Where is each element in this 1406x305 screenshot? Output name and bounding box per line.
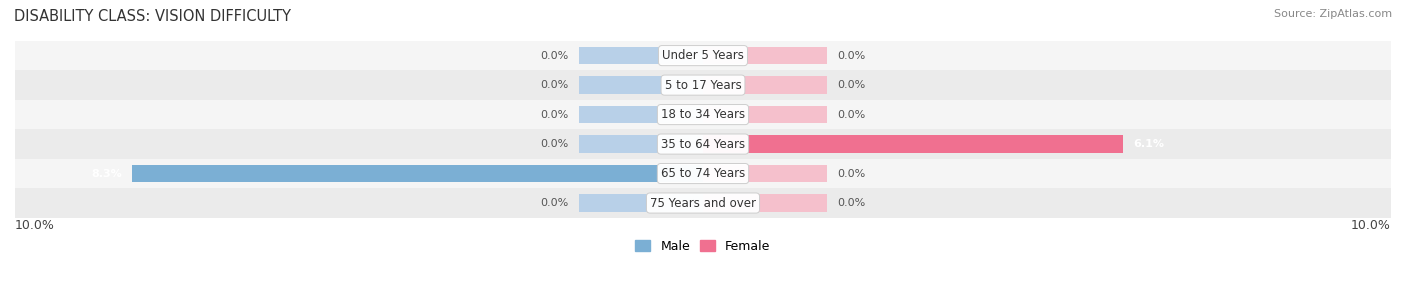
Bar — [703, 47, 827, 64]
Bar — [579, 135, 703, 153]
Bar — [15, 129, 1391, 159]
Text: 65 to 74 Years: 65 to 74 Years — [661, 167, 745, 180]
Text: 18 to 34 Years: 18 to 34 Years — [661, 108, 745, 121]
Text: 75 Years and over: 75 Years and over — [650, 196, 756, 210]
Text: 0.0%: 0.0% — [837, 80, 866, 90]
Text: 0.0%: 0.0% — [837, 198, 866, 208]
Text: 8.3%: 8.3% — [91, 169, 122, 178]
Text: Source: ZipAtlas.com: Source: ZipAtlas.com — [1274, 9, 1392, 19]
Text: 0.0%: 0.0% — [540, 198, 569, 208]
Bar — [579, 76, 703, 94]
Bar — [15, 100, 1391, 129]
Bar — [703, 135, 827, 153]
Legend: Male, Female: Male, Female — [630, 235, 776, 258]
Text: 0.0%: 0.0% — [540, 139, 569, 149]
Bar — [579, 106, 703, 124]
Text: 0.0%: 0.0% — [837, 169, 866, 178]
Bar — [703, 76, 827, 94]
Text: 6.1%: 6.1% — [1133, 139, 1164, 149]
Bar — [703, 106, 827, 124]
Text: Under 5 Years: Under 5 Years — [662, 49, 744, 62]
Text: 0.0%: 0.0% — [540, 80, 569, 90]
Bar — [15, 70, 1391, 100]
Bar — [703, 135, 1122, 153]
Text: 35 to 64 Years: 35 to 64 Years — [661, 138, 745, 151]
Bar — [15, 41, 1391, 70]
Bar — [579, 194, 703, 212]
Text: 5 to 17 Years: 5 to 17 Years — [665, 79, 741, 92]
Bar — [579, 165, 703, 182]
Text: 0.0%: 0.0% — [540, 51, 569, 61]
Bar — [15, 159, 1391, 188]
Text: 0.0%: 0.0% — [540, 109, 569, 120]
Bar — [132, 165, 703, 182]
Text: 10.0%: 10.0% — [15, 219, 55, 232]
Text: 0.0%: 0.0% — [837, 51, 866, 61]
Text: DISABILITY CLASS: VISION DIFFICULTY: DISABILITY CLASS: VISION DIFFICULTY — [14, 9, 291, 24]
Text: 10.0%: 10.0% — [1351, 219, 1391, 232]
Bar — [579, 47, 703, 64]
Bar — [703, 165, 827, 182]
Text: 0.0%: 0.0% — [837, 109, 866, 120]
Bar — [703, 194, 827, 212]
Bar — [15, 188, 1391, 218]
